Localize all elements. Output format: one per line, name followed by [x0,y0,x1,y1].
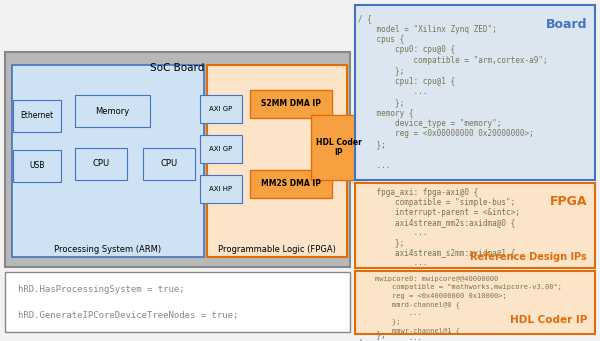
Text: };: }; [358,338,367,341]
Text: AXI HP: AXI HP [209,186,233,192]
Text: };: }; [358,140,386,149]
Text: fpga_axi: fpga-axi@0 {: fpga_axi: fpga-axi@0 { [358,188,478,197]
Text: ...: ... [358,258,427,267]
Text: Ethernet: Ethernet [20,112,53,120]
Text: memory {: memory { [358,108,413,118]
Text: compatible = "simple-bus";: compatible = "simple-bus"; [358,198,515,207]
Bar [13,100,61,132]
Text: AXI GP: AXI GP [209,106,233,112]
Bar [355,183,595,268]
Text: cpu0: cpu@0 {: cpu0: cpu@0 { [358,45,455,55]
Text: reg = <0x40000000 0x10000>;: reg = <0x40000000 0x10000>; [358,293,507,299]
Text: Board: Board [545,18,587,31]
Text: axi4stream_mm2s:axidma@0 {: axi4stream_mm2s:axidma@0 { [358,218,515,227]
Text: mwipcore0: mwipcore@@40000000: mwipcore0: mwipcore@@40000000 [358,276,498,282]
Text: SoC Board: SoC Board [151,63,205,73]
Text: compatible = "arm,cortex-a9";: compatible = "arm,cortex-a9"; [358,56,548,65]
Text: USB: USB [29,162,44,170]
Text: ...: ... [358,336,422,341]
Bar [143,148,195,180]
Text: CPU: CPU [160,160,178,168]
Bar [207,65,347,257]
Text: AXI GP: AXI GP [209,146,233,152]
Text: ...: ... [358,161,391,170]
Text: ...: ... [358,310,422,316]
Text: };: }; [358,318,401,325]
Bar [200,95,242,123]
Text: HDL Coder
IP: HDL Coder IP [316,138,361,157]
Text: hRD.GenerateIPCoreDeviceTreeNodes = true;: hRD.GenerateIPCoreDeviceTreeNodes = true… [18,311,238,320]
Text: / {: / { [358,14,372,23]
Text: mmwr-channel@1 {: mmwr-channel@1 { [358,327,460,334]
Bar [12,65,204,257]
Text: reg = <0x00000000 0x20000000>;: reg = <0x00000000 0x20000000>; [358,130,534,138]
Text: CPU: CPU [92,160,110,168]
Text: device_type = "memory";: device_type = "memory"; [358,119,502,128]
Bar [311,115,366,180]
Bar [13,150,61,182]
Text: };: }; [358,98,404,107]
Text: ...: ... [358,228,427,237]
Bar [75,148,127,180]
Text: Processing System (ARM): Processing System (ARM) [55,245,161,254]
Text: MM2S DMA IP: MM2S DMA IP [261,179,321,189]
Text: Programmable Logic (FPGA): Programmable Logic (FPGA) [218,245,336,254]
Text: Reference Design IPs: Reference Design IPs [470,252,587,262]
Text: HDL Coder IP: HDL Coder IP [509,315,587,325]
Bar [200,175,242,203]
Bar [200,135,242,163]
Text: FPGA: FPGA [550,195,587,208]
Text: ...: ... [358,88,427,97]
Text: Memory: Memory [95,106,130,116]
Text: S2MM DMA IP: S2MM DMA IP [261,100,321,108]
Text: };: }; [358,330,386,339]
Text: };: }; [358,66,404,75]
Text: cpu1: cpu@1 {: cpu1: cpu@1 { [358,77,455,86]
Bar [5,52,350,267]
Bar [250,90,332,118]
Text: mmrd-channel@0 {: mmrd-channel@0 { [358,301,460,308]
Text: model = "Xilinx Zynq ZED";: model = "Xilinx Zynq ZED"; [358,25,497,33]
Bar [250,170,332,198]
Text: compatible = "mathworks,mwipcore-v3.00";: compatible = "mathworks,mwipcore-v3.00"; [358,284,562,291]
Text: axi4stream_s2mm:axidma@1 {: axi4stream_s2mm:axidma@1 { [358,248,515,257]
Text: cpus {: cpus { [358,35,404,44]
Bar [355,271,595,334]
Bar [355,5,595,180]
Text: interrupt-parent = <&intc>;: interrupt-parent = <&intc>; [358,208,520,217]
Text: };: }; [358,238,404,247]
Bar [75,95,150,127]
Bar [5,272,350,332]
Text: hRD.HasProcessingSystem = true;: hRD.HasProcessingSystem = true; [18,285,185,294]
